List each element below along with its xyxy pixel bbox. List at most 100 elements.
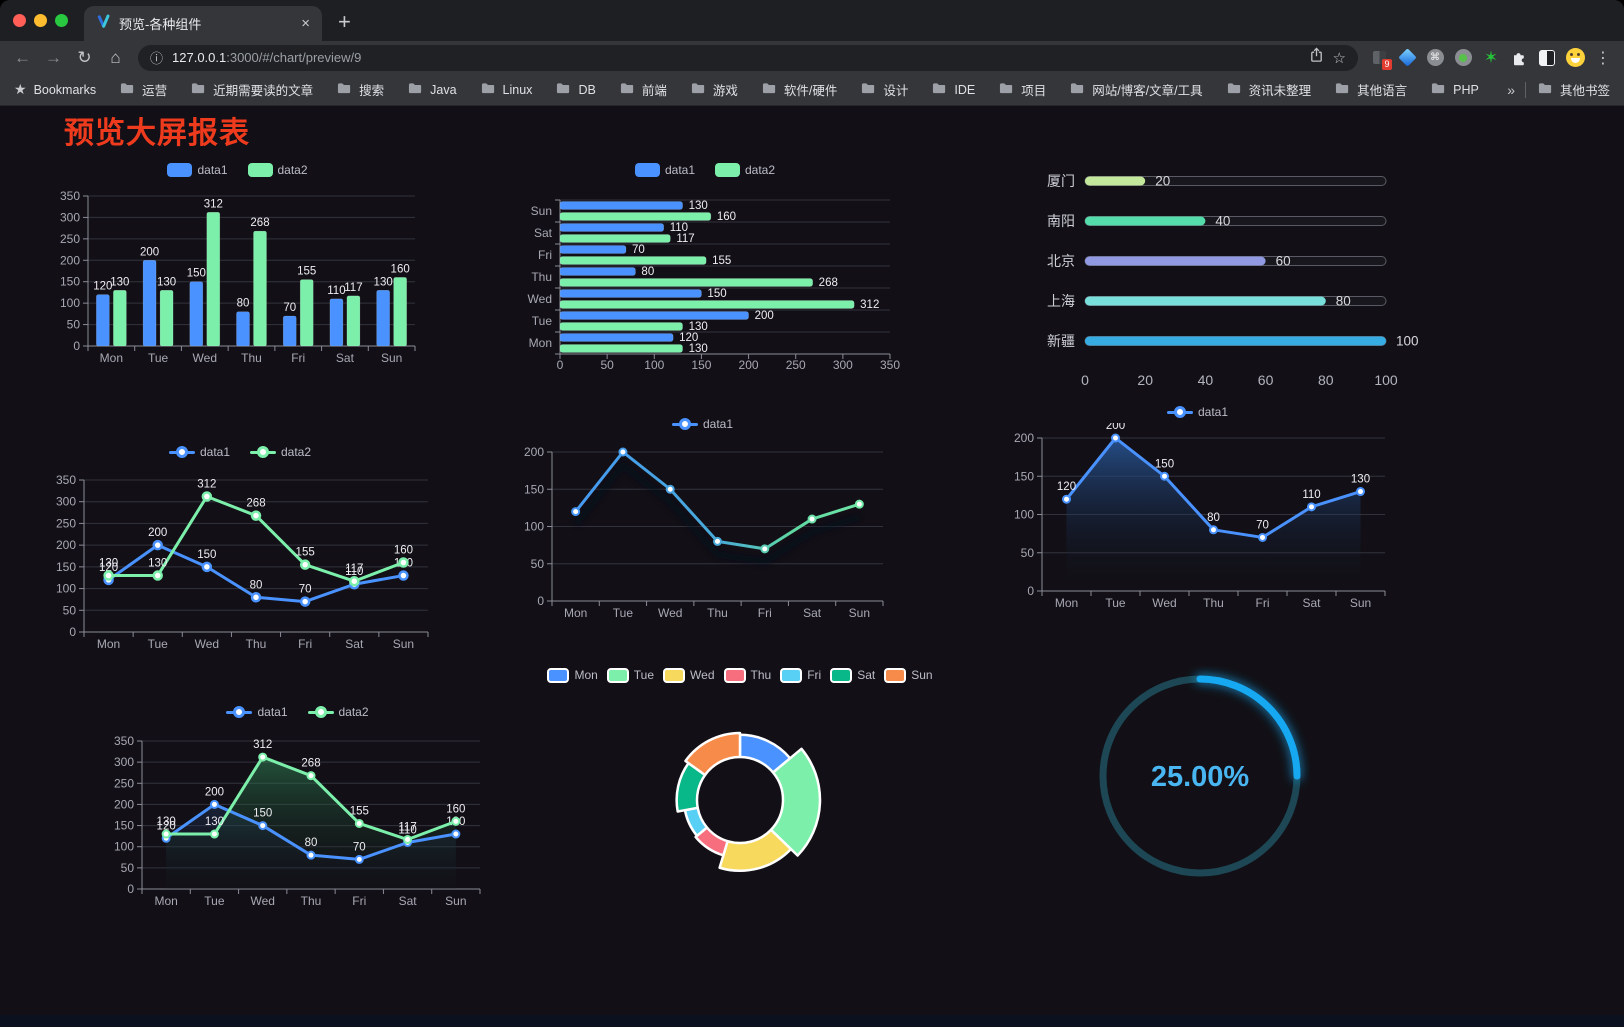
bookmarks-manager-item[interactable]: ★ Bookmarks: [14, 81, 97, 97]
bookmark-folder[interactable]: 近期需要读的文章: [191, 80, 313, 99]
extension-gem-icon[interactable]: [1394, 45, 1420, 71]
svg-text:200: 200: [56, 538, 76, 552]
legend-item-data1[interactable]: data1: [226, 705, 288, 719]
horizontal-bar-chart-canvas[interactable]: Sun Sat Fri Thu Wed Tue Mon 0 50 100 150 200 250 300 3…: [505, 181, 905, 381]
dark-mode-icon[interactable]: [1534, 45, 1560, 71]
legend-item-Sun[interactable]: Sun: [884, 667, 933, 683]
legend-marker-icon: [780, 667, 803, 683]
bookmark-folder[interactable]: 运营: [120, 80, 167, 99]
line-chart-canvas[interactable]: 0 50 100 150 200 250 300 350 Mon Tue Wed Thu Fri Sat S…: [40, 463, 440, 663]
share-icon[interactable]: [1309, 47, 1324, 68]
extension-green-star-icon[interactable]: ✶: [1483, 47, 1499, 67]
svg-text:厦门: 厦门: [1047, 173, 1075, 189]
chart-rose-pie: Mon Tue Wed Thu Fri Sat Sun: [547, 664, 933, 894]
legend-item-data1[interactable]: data1: [168, 445, 230, 459]
double-area-chart-canvas[interactable]: 0 50 100 150 200 250 300 350 Mon Tue Wed Thu Fri Sat S…: [100, 723, 495, 919]
svg-text:Fri: Fri: [298, 637, 312, 651]
svg-text:312: 312: [253, 739, 272, 751]
page-title: 预览大屏报表: [64, 117, 250, 150]
bookmark-folder[interactable]: 资讯未整理: [1227, 80, 1311, 99]
legend-item-data2[interactable]: data2: [715, 163, 775, 177]
bookmark-folder[interactable]: Linux: [481, 82, 532, 97]
legend-item-data2[interactable]: data2: [250, 445, 311, 459]
site-info-icon[interactable]: ⓘ: [150, 51, 164, 66]
bookmark-folder[interactable]: 设计: [861, 80, 908, 99]
svg-text:155: 155: [296, 547, 315, 559]
bookmark-folder[interactable]: Java: [408, 82, 457, 97]
svg-text:110: 110: [670, 222, 688, 234]
browser-tab[interactable]: 预览-各种组件 ×: [84, 6, 322, 41]
address-bar[interactable]: ⓘ 127.0.0.1:3000/#/chart/preview/9 ☆: [138, 44, 1358, 71]
other-bookmarks-folder[interactable]: 其他书签: [1538, 80, 1610, 99]
browser-toolbar: ← → ↻ ⌂ ⓘ 127.0.0.1:3000/#/chart/preview…: [0, 41, 1624, 74]
reload-icon[interactable]: ↻: [77, 47, 92, 67]
gauge-canvas[interactable]: 25.00%: [1090, 666, 1310, 886]
rose-pie-canvas[interactable]: [555, 686, 925, 892]
svg-text:150: 150: [253, 808, 272, 820]
home-icon[interactable]: ⌂: [110, 47, 121, 67]
extension-command-icon[interactable]: ⌘: [1422, 45, 1448, 71]
legend-item-Wed[interactable]: Wed: [663, 667, 715, 683]
bookmark-folder[interactable]: 软件/硬件: [762, 80, 837, 99]
minimize-window-button[interactable]: [34, 14, 47, 27]
folder-icon: [481, 82, 496, 97]
bar-chart-canvas[interactable]: 0 50 100 150 200 250 300 350 Mon Tue Wed Thu Fri Sat S…: [40, 181, 435, 381]
legend-item-data1[interactable]: data1: [671, 417, 733, 431]
bookmark-star-icon[interactable]: ☆: [1332, 49, 1346, 67]
bookmark-folder[interactable]: PHP: [1431, 82, 1479, 97]
legend-item-data1[interactable]: data1: [1166, 405, 1228, 419]
bookmark-folder[interactable]: 前端: [620, 80, 667, 99]
area-chart-canvas[interactable]: 0 50 100 150 200 Mon Tue Wed Thu Fri Sat Sun 120 200 1…: [1000, 420, 1395, 623]
legend-item-data1[interactable]: data1: [167, 163, 228, 177]
dashboard-page: 预览大屏报表 data1 data2 0 50 100 150 200 250 300 350 M…: [0, 106, 1624, 1027]
chart-legend: data1: [505, 413, 900, 435]
forward-icon[interactable]: →: [45, 47, 62, 67]
svg-text:70: 70: [299, 584, 312, 596]
legend-item-Thu[interactable]: Thu: [723, 667, 771, 683]
back-icon[interactable]: ←: [14, 47, 31, 67]
legend-item-Fri[interactable]: Fri: [780, 667, 821, 683]
extension-blocker-icon[interactable]: 9: [1366, 45, 1392, 71]
svg-text:100: 100: [1014, 508, 1034, 522]
legend-item-data2[interactable]: data2: [247, 163, 308, 177]
profile-avatar[interactable]: [1562, 45, 1588, 71]
bookmark-folder[interactable]: 网站/博客/文章/工具: [1070, 80, 1203, 99]
close-window-button[interactable]: [13, 14, 26, 27]
svg-text:Wed: Wed: [193, 351, 217, 365]
bookmark-folder[interactable]: 游戏: [691, 80, 738, 99]
bookmark-folder[interactable]: 搜索: [337, 80, 384, 99]
bookmark-folder[interactable]: DB: [556, 82, 596, 97]
legend-item-data1[interactable]: data1: [634, 163, 695, 177]
bookmarks-overflow-chevron[interactable]: »: [1507, 81, 1515, 98]
svg-text:200: 200: [205, 786, 224, 798]
bookmark-folder[interactable]: IDE: [932, 82, 975, 97]
svg-text:80: 80: [1318, 372, 1334, 388]
svg-text:150: 150: [60, 275, 80, 289]
progress-chart-canvas[interactable]: 厦门 20 南阳 40 北京 60 上海 80 新疆 100 0 20 40 60 80 100: [1000, 153, 1430, 398]
svg-text:200: 200: [148, 527, 167, 539]
svg-text:160: 160: [717, 211, 736, 223]
tab-title: 预览-各种组件: [119, 17, 202, 32]
url-text[interactable]: 127.0.0.1:3000/#/chart/preview/9: [172, 50, 1300, 65]
svg-text:北京: 北京: [1047, 253, 1075, 269]
extensions-puzzle-icon[interactable]: [1506, 45, 1532, 71]
svg-text:新疆: 新疆: [1047, 333, 1075, 349]
menu-dots-icon[interactable]: ⋮: [1595, 49, 1611, 67]
gradient-line-chart-canvas[interactable]: 0 50 100 150 200 Mon Tue Wed Thu Fri Sat Sun: [505, 435, 900, 635]
svg-text:150: 150: [691, 358, 711, 372]
svg-text:110: 110: [345, 566, 363, 578]
svg-text:Thu: Thu: [241, 351, 262, 365]
chart-legend: data1 data2: [40, 159, 435, 181]
bookmark-folder[interactable]: 项目: [999, 80, 1046, 99]
maximize-window-button[interactable]: [55, 14, 68, 27]
legend-item-Sat[interactable]: Sat: [830, 667, 875, 683]
bookmark-folder[interactable]: 其他语言: [1335, 80, 1407, 99]
extension-recorder-icon[interactable]: [1450, 45, 1476, 71]
tab-close-icon[interactable]: ×: [301, 15, 310, 32]
legend-item-Mon[interactable]: Mon: [547, 667, 598, 683]
svg-text:Sat: Sat: [399, 894, 418, 908]
svg-text:Sun: Sun: [1350, 596, 1371, 610]
legend-item-data2[interactable]: data2: [307, 705, 369, 719]
new-tab-button[interactable]: +: [338, 9, 351, 34]
legend-item-Tue[interactable]: Tue: [606, 667, 654, 683]
